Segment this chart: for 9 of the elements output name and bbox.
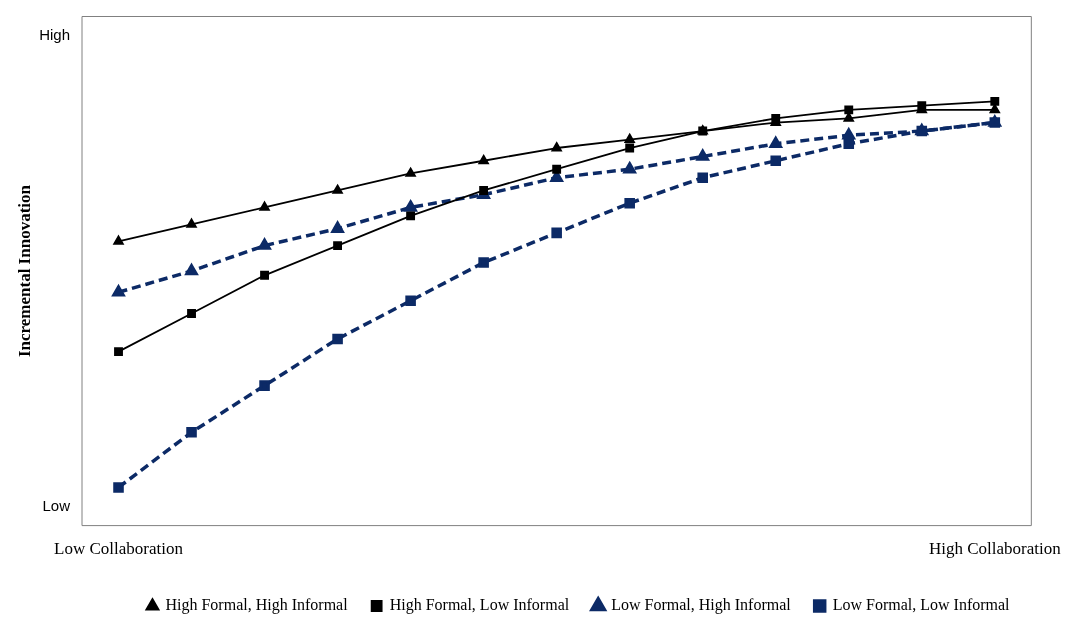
legend-label: Low Formal, Low Informal <box>832 596 1011 614</box>
x-tick-label: High Collaboration <box>928 539 1062 559</box>
y-axis-title: Incremental Innovation <box>15 184 35 358</box>
text: Low <box>42 496 71 514</box>
legend-label: High Formal, Low Informal <box>389 596 570 615</box>
legend-label: Low Formal, High Informal <box>611 596 792 615</box>
legend-label: High Formal, High Informal <box>165 596 349 615</box>
x-tick-label: Low Collaboration <box>54 539 184 559</box>
text: High <box>39 25 70 43</box>
